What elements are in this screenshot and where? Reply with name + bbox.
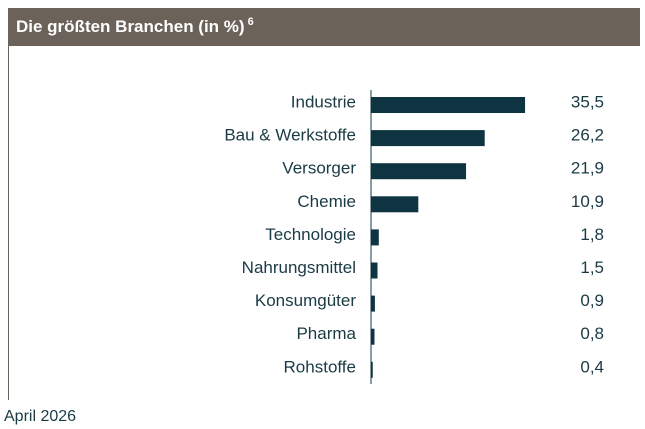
bar (371, 328, 375, 345)
chart-title: Die größten Branchen (in %) 6 (16, 16, 254, 37)
bar (371, 229, 379, 246)
title-footnote-mark: 6 (248, 16, 254, 28)
title-text: Die größten Branchen (in %) (16, 17, 245, 36)
value-label: 0,9 (580, 291, 604, 310)
category-label: Rohstoffe (284, 357, 356, 376)
bar (371, 262, 378, 279)
footnote: April 2026 (4, 408, 76, 425)
category-label: Bau & Werkstoffe (224, 126, 356, 145)
value-label: 35,5 (571, 92, 604, 111)
value-label: 10,9 (571, 192, 604, 211)
value-label: 0,8 (580, 324, 604, 343)
bar (371, 196, 419, 213)
bar (371, 295, 375, 312)
bar (371, 130, 485, 147)
bar (371, 163, 467, 180)
value-label: 21,9 (571, 159, 604, 178)
category-label: Industrie (291, 92, 356, 111)
value-label: 0,4 (580, 357, 604, 376)
bar (371, 97, 526, 113)
category-label: Pharma (296, 324, 356, 343)
bar (371, 361, 373, 378)
category-label: Technologie (265, 225, 356, 244)
value-label: 1,8 (580, 225, 604, 244)
category-label: Nahrungsmittel (242, 258, 356, 277)
value-label: 1,5 (580, 258, 604, 277)
category-label: Versorger (282, 159, 356, 178)
category-label: Konsumgüter (255, 291, 356, 310)
category-label: Chemie (297, 192, 356, 211)
value-label: 26,2 (571, 126, 604, 145)
header-bar (8, 8, 640, 46)
